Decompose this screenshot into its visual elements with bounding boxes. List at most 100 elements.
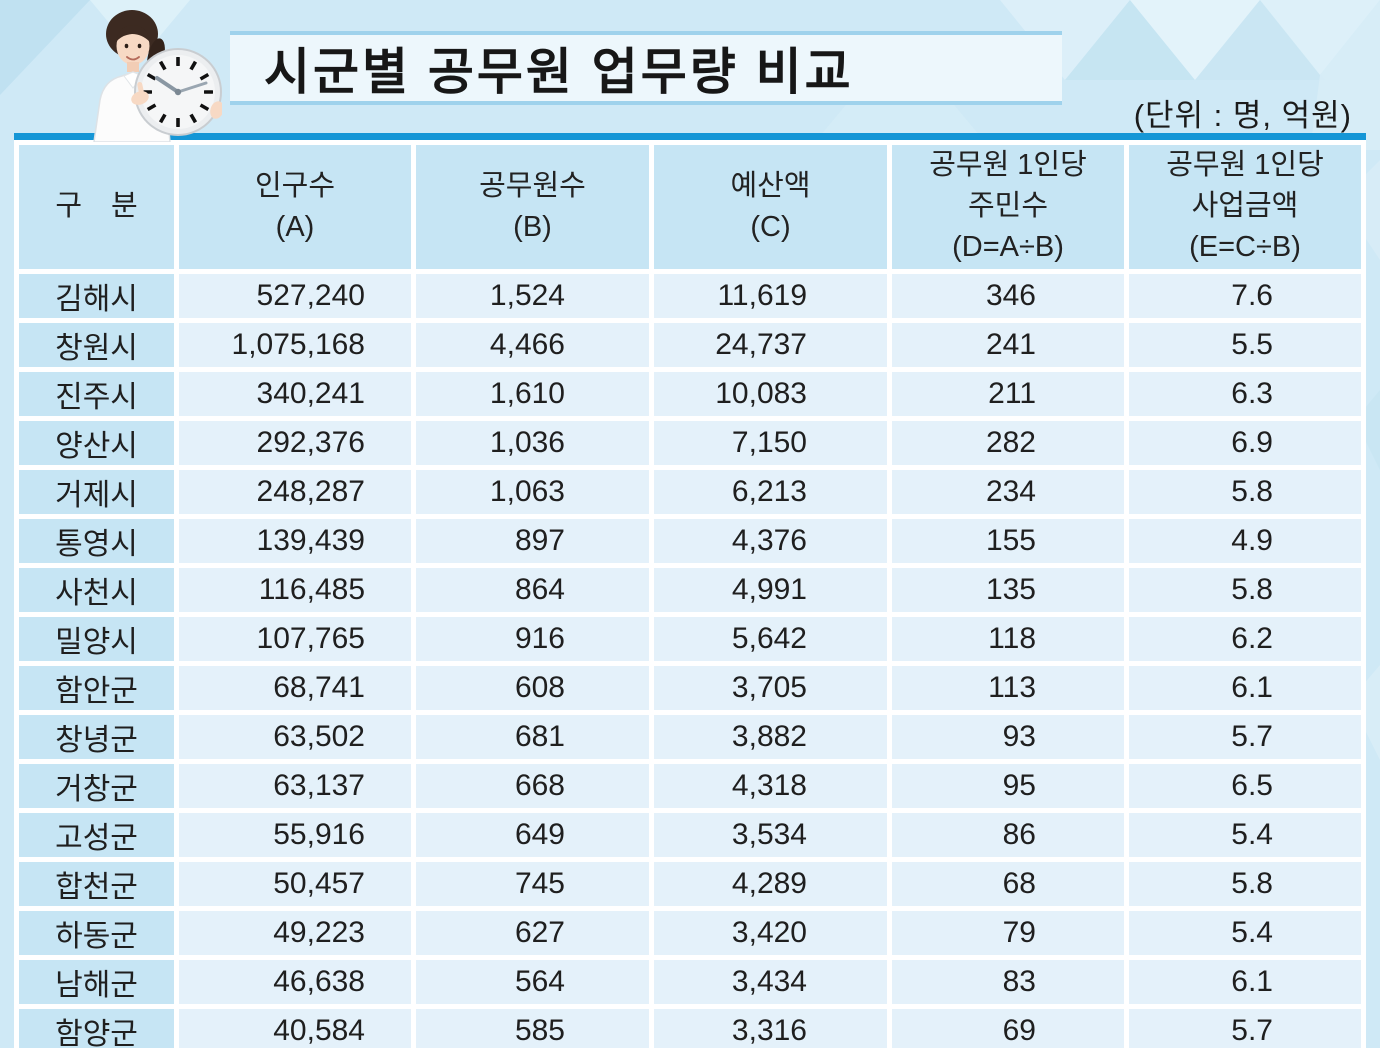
cell-budget: 3,882 [654, 714, 887, 759]
table-row: 함양군 40,584 585 3,316 69 5.7 [19, 1008, 1361, 1048]
woman-with-clock-illustration [72, 0, 224, 143]
cell-population: 139,439 [179, 518, 411, 563]
cell-residents-per-official: 93 [892, 714, 1124, 759]
cell-population: 340,241 [179, 371, 411, 416]
table-row: 김해시 527,240 1,524 11,619 346 7.6 [19, 273, 1361, 318]
cell-population: 248,287 [179, 469, 411, 514]
cell-residents-per-official: 68 [892, 861, 1124, 906]
table-row: 통영시 139,439 897 4,376 155 4.9 [19, 518, 1361, 563]
table-row: 사천시 116,485 864 4,991 135 5.8 [19, 567, 1361, 612]
cell-region: 함양군 [19, 1008, 174, 1048]
cell-population: 292,376 [179, 420, 411, 465]
cell-officials: 1,036 [416, 420, 649, 465]
cell-region: 거제시 [19, 469, 174, 514]
table-row: 함안군 68,741 608 3,705 113 6.1 [19, 665, 1361, 710]
col-header-budget: 예산액 (C) [654, 145, 887, 269]
cell-amount-per-official: 6.2 [1129, 616, 1361, 661]
table-row: 합천군 50,457 745 4,289 68 5.8 [19, 861, 1361, 906]
cell-region: 하동군 [19, 910, 174, 955]
cell-budget: 7,150 [654, 420, 887, 465]
col-header-officials: 공무원수 (B) [416, 145, 649, 269]
cell-officials: 897 [416, 518, 649, 563]
cell-amount-per-official: 7.6 [1129, 273, 1361, 318]
cell-region: 창녕군 [19, 714, 174, 759]
cell-amount-per-official: 5.5 [1129, 322, 1361, 367]
cell-residents-per-official: 155 [892, 518, 1124, 563]
cell-budget: 3,420 [654, 910, 887, 955]
cell-amount-per-official: 6.5 [1129, 763, 1361, 808]
cell-residents-per-official: 346 [892, 273, 1124, 318]
table-row: 진주시 340,241 1,610 10,083 211 6.3 [19, 371, 1361, 416]
cell-population: 116,485 [179, 567, 411, 612]
cell-budget: 11,619 [654, 273, 887, 318]
cell-officials: 681 [416, 714, 649, 759]
table-row: 창원시 1,075,168 4,466 24,737 241 5.5 [19, 322, 1361, 367]
cell-population: 527,240 [179, 273, 411, 318]
title-bar: 시군별 공무원 업무량 비교 [230, 31, 1062, 105]
cell-residents-per-official: 118 [892, 616, 1124, 661]
table-row: 양산시 292,376 1,036 7,150 282 6.9 [19, 420, 1361, 465]
cell-officials: 1,524 [416, 273, 649, 318]
cell-region: 진주시 [19, 371, 174, 416]
cell-amount-per-official: 6.1 [1129, 959, 1361, 1004]
cell-officials: 649 [416, 812, 649, 857]
cell-population: 40,584 [179, 1008, 411, 1048]
cell-region: 고성군 [19, 812, 174, 857]
cell-region: 남해군 [19, 959, 174, 1004]
page-title: 시군별 공무원 업무량 비교 [264, 44, 854, 100]
cell-budget: 4,991 [654, 567, 887, 612]
cell-officials: 608 [416, 665, 649, 710]
cell-region: 양산시 [19, 420, 174, 465]
cell-officials: 916 [416, 616, 649, 661]
cell-population: 63,137 [179, 763, 411, 808]
cell-residents-per-official: 95 [892, 763, 1124, 808]
cell-region: 함안군 [19, 665, 174, 710]
cell-region: 거창군 [19, 763, 174, 808]
cell-amount-per-official: 5.4 [1129, 812, 1361, 857]
col-header-residents-per-official: 공무원 1인당 주민수 (D=A÷B) [892, 145, 1124, 269]
cell-population: 63,502 [179, 714, 411, 759]
table-row: 하동군 49,223 627 3,420 79 5.4 [19, 910, 1361, 955]
cell-population: 46,638 [179, 959, 411, 1004]
cell-residents-per-official: 79 [892, 910, 1124, 955]
cell-officials: 564 [416, 959, 649, 1004]
cell-budget: 24,737 [654, 322, 887, 367]
cell-residents-per-official: 86 [892, 812, 1124, 857]
cell-population: 68,741 [179, 665, 411, 710]
unit-note: (단위 : 명, 억원) [1133, 98, 1352, 133]
clock-icon [131, 48, 224, 136]
table-row: 거창군 63,137 668 4,318 95 6.5 [19, 763, 1361, 808]
cell-amount-per-official: 5.8 [1129, 567, 1361, 612]
cell-region: 창원시 [19, 322, 174, 367]
cell-amount-per-official: 5.8 [1129, 469, 1361, 514]
cell-officials: 585 [416, 1008, 649, 1048]
cell-amount-per-official: 5.8 [1129, 861, 1361, 906]
col-header-amount-per-official: 공무원 1인당 사업금액 (E=C÷B) [1129, 145, 1361, 269]
cell-amount-per-official: 5.7 [1129, 714, 1361, 759]
cell-residents-per-official: 135 [892, 567, 1124, 612]
cell-budget: 5,642 [654, 616, 887, 661]
cell-population: 49,223 [179, 910, 411, 955]
cell-officials: 668 [416, 763, 649, 808]
cell-amount-per-official: 6.3 [1129, 371, 1361, 416]
cell-budget: 3,434 [654, 959, 887, 1004]
cell-officials: 1,610 [416, 371, 649, 416]
cell-officials: 4,466 [416, 322, 649, 367]
col-header-category: 구 분 [19, 145, 174, 269]
cell-residents-per-official: 234 [892, 469, 1124, 514]
cell-amount-per-official: 6.1 [1129, 665, 1361, 710]
cell-region: 밀양시 [19, 616, 174, 661]
col-header-population: 인구수 (A) [179, 145, 411, 269]
cell-budget: 4,318 [654, 763, 887, 808]
table-row: 고성군 55,916 649 3,534 86 5.4 [19, 812, 1361, 857]
cell-officials: 745 [416, 861, 649, 906]
cell-amount-per-official: 5.7 [1129, 1008, 1361, 1048]
table-row: 거제시 248,287 1,063 6,213 234 5.8 [19, 469, 1361, 514]
cell-residents-per-official: 113 [892, 665, 1124, 710]
cell-budget: 10,083 [654, 371, 887, 416]
cell-population: 55,916 [179, 812, 411, 857]
cell-region: 합천군 [19, 861, 174, 906]
cell-amount-per-official: 6.9 [1129, 420, 1361, 465]
cell-officials: 627 [416, 910, 649, 955]
cell-residents-per-official: 69 [892, 1008, 1124, 1048]
